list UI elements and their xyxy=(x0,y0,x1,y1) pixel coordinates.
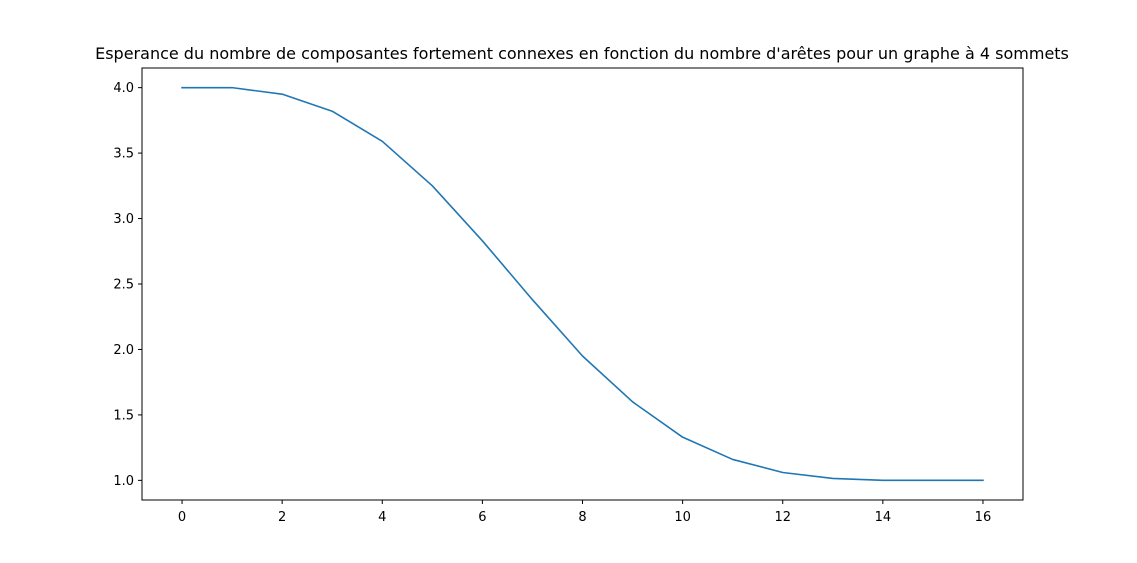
x-tick-label: 2 xyxy=(278,510,286,525)
x-tick-label: 10 xyxy=(674,510,691,525)
chart-title: Esperance du nombre de composantes forte… xyxy=(95,44,1069,63)
x-tick-label: 12 xyxy=(774,510,791,525)
series-line-0 xyxy=(181,86,984,482)
y-tick-label: 3.0 xyxy=(113,212,134,227)
y-tick-label: 2.5 xyxy=(113,278,134,293)
x-tick-label: 8 xyxy=(578,510,586,525)
plot-area: 0 2 4 6 8 10 12 14 16 1.0 1.5 2.0 2.5 3.0 3.5 4.0 xyxy=(113,67,1024,525)
y-tick-label: 3.5 xyxy=(113,147,134,162)
y-tick-label: 4.0 xyxy=(113,81,134,96)
x-tick-label: 4 xyxy=(378,510,386,525)
x-tick-label: 14 xyxy=(875,510,892,525)
y-tick-label: 1.0 xyxy=(113,474,134,489)
y-tick-label: 1.5 xyxy=(113,408,134,423)
x-tick-label: 0 xyxy=(178,510,186,525)
axes-frame xyxy=(141,67,1024,501)
x-tick-label: 16 xyxy=(975,510,992,525)
x-tick-label: 6 xyxy=(478,510,486,525)
y-tick-label: 2.0 xyxy=(113,343,134,358)
